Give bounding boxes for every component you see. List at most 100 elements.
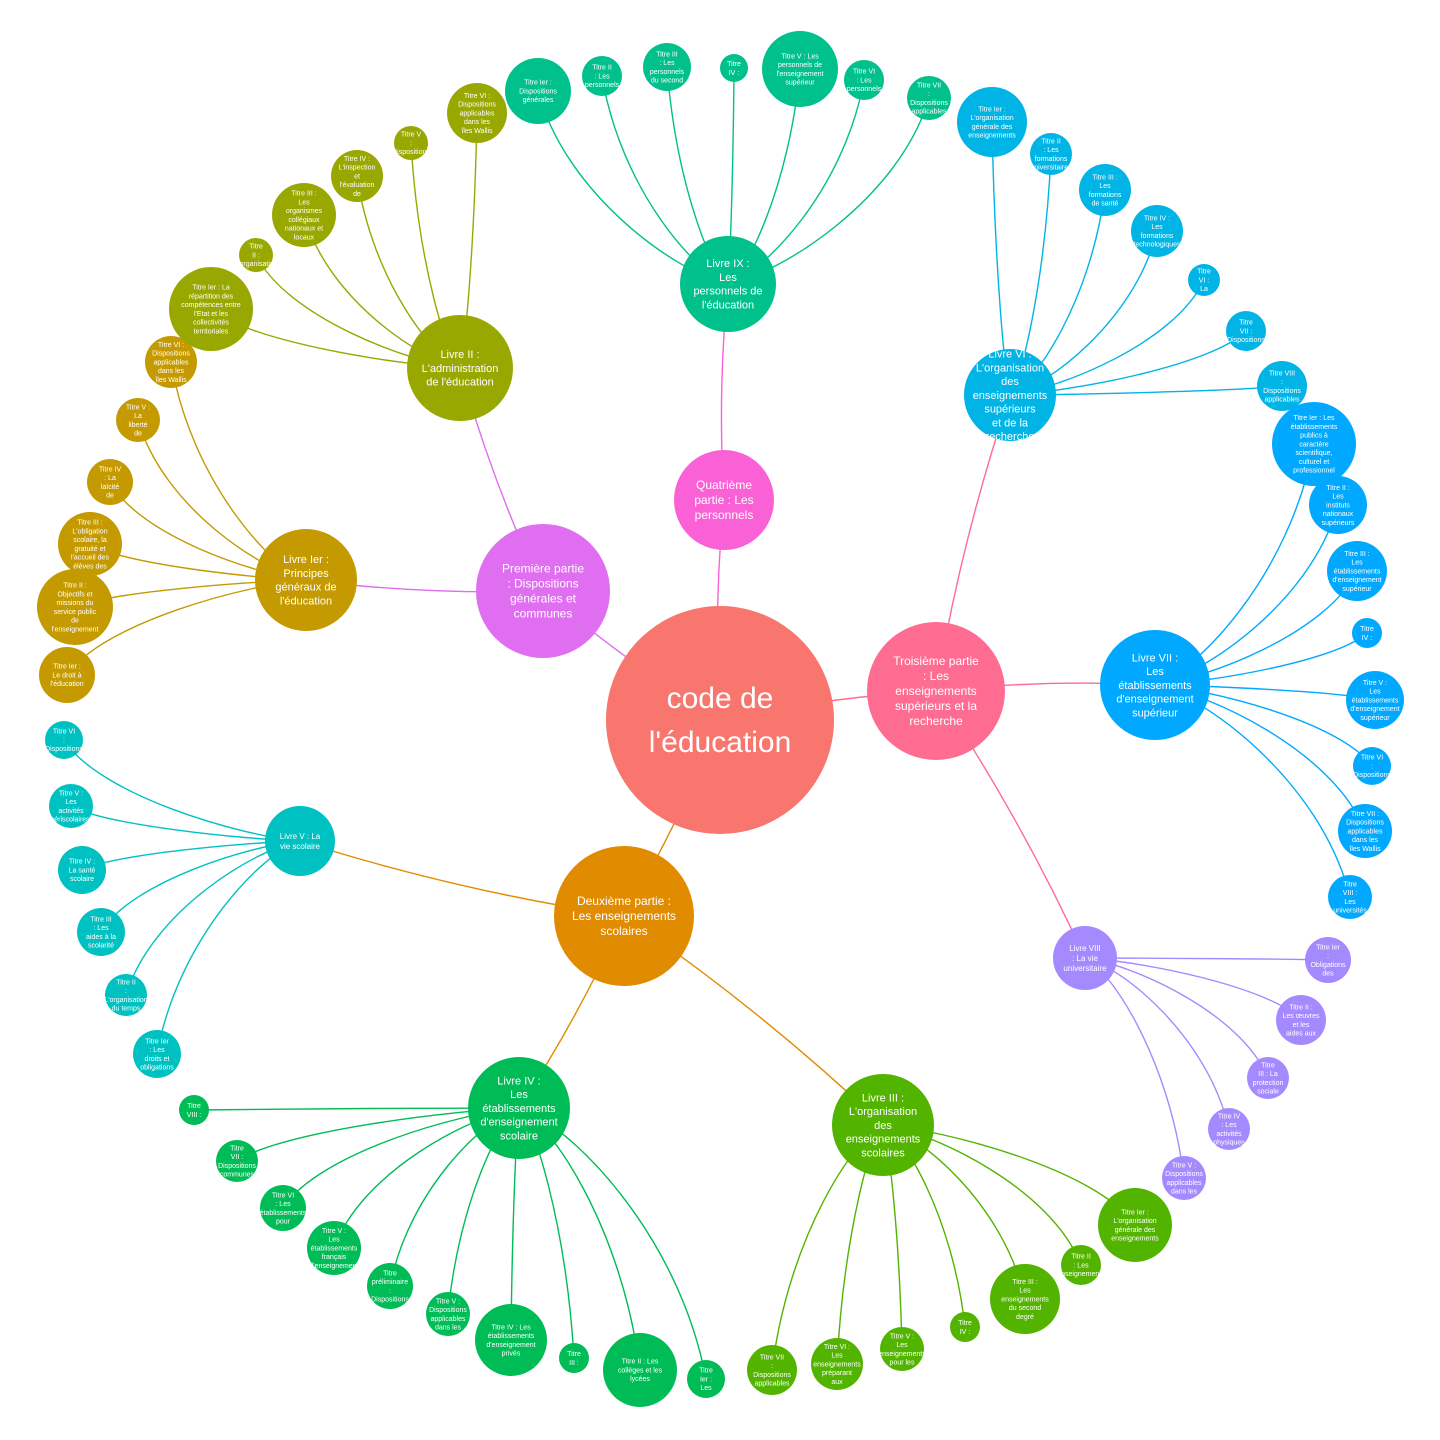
title-label: Titre VI : Dispositions applicables dans le… <box>458 93 496 135</box>
title-label: Titre IV : Les établissements d'enseigneme… <box>486 1324 535 1357</box>
title-label: Titre VI : Dispositions applicables dans le… <box>152 342 190 384</box>
title-node <box>1338 804 1392 858</box>
title-node <box>1188 264 1220 296</box>
title-label: Titre V : Les établissements français d'ense… <box>309 1228 358 1270</box>
title-node <box>169 267 253 351</box>
title-label: Titre III: Les personnels du second <box>650 51 685 84</box>
title-label: Titre Ier : Les <box>699 1368 713 1393</box>
book-node <box>832 1074 934 1176</box>
title-label: Titre IV: La laïcité de <box>99 466 122 499</box>
title-label: Titre II: Les formations universitaires <box>1030 138 1072 171</box>
title-label: Titre IV: Les activités physiques <box>1213 1113 1245 1146</box>
title-label: Titre V : La liberté de <box>126 404 150 437</box>
title-label: Titre VI: Les personnels <box>847 69 882 94</box>
title-label: Titre V : Les établissements d'enseignement… <box>1350 680 1399 722</box>
title-label: Titre II: L'organisation du temps <box>104 979 147 1012</box>
edge-book-to-title <box>1084 957 1329 961</box>
title-node <box>811 1338 863 1390</box>
title-label: Titre VI: Dispositions <box>1353 755 1391 780</box>
title-node <box>179 1095 209 1125</box>
title-node <box>447 83 507 143</box>
edge-book-to-title <box>63 739 301 842</box>
title-node <box>1327 541 1387 601</box>
title-label: Titre Ier : L'organisation générale des ens… <box>1111 1209 1159 1242</box>
title-label: Titre III : <box>567 1351 581 1367</box>
title-node <box>272 183 336 247</box>
book-node <box>680 236 776 332</box>
book-node <box>265 806 335 876</box>
book-label: Livre Ier : Principes généraux de l'éducati… <box>275 554 336 607</box>
part-label: Troisième partie: Les enseignements supéri… <box>893 654 979 728</box>
title-node <box>1352 618 1382 648</box>
title-label: Titre III : Les établissements d'enseigneme… <box>1332 551 1381 593</box>
book-label: Livre VIII: La vie universitaire <box>1063 944 1107 973</box>
title-node <box>990 1264 1060 1334</box>
title-node <box>260 1185 306 1231</box>
title-node <box>1208 1108 1250 1150</box>
title-label: Titre V : Les enseignements pour les <box>878 1333 926 1366</box>
title-node <box>331 150 383 202</box>
title-node <box>844 60 884 100</box>
title-node <box>77 908 125 956</box>
part-label: Première partie: Dispositions générales e… <box>502 562 584 621</box>
title-node <box>1030 133 1072 175</box>
title-label: Titre IV : <box>958 1320 972 1336</box>
title-label: Titre VIII : Les universités <box>1333 881 1367 914</box>
title-label: Titre VIII: Dispositions applicables <box>1263 370 1301 403</box>
title-label: Titre Ier : Dispositions générales <box>519 80 557 105</box>
title-node <box>1346 671 1404 729</box>
title-label: Titre IV : <box>1360 626 1374 642</box>
title-label: Titre VII : Dispositions <box>1227 320 1265 345</box>
part-label: Quatrième partie : Les personnels <box>694 478 753 522</box>
title-node <box>394 126 428 160</box>
book-label: Livre IV : Les établissements d'enseignemen… <box>480 1075 557 1142</box>
title-node <box>116 398 160 442</box>
part-node <box>674 450 774 550</box>
root-node <box>606 606 834 834</box>
part-label: Deuxième partie : Les enseignements scolai… <box>572 894 676 938</box>
title-node <box>1272 402 1356 486</box>
title-label: Titre VI : Les enseignements préparant aux <box>813 1344 861 1386</box>
book-label: Livre VI : L'organisation des enseignements… <box>973 349 1048 444</box>
title-label: Titre VI: Les établissements pour <box>260 1192 307 1225</box>
title-label: Titre Ier : Le droit à l'éducation <box>50 664 83 689</box>
title-label: Titre VIII : <box>187 1103 201 1119</box>
book-node <box>407 315 513 421</box>
book-node <box>1100 630 1210 740</box>
title-label: Titre II : Les collèges et les lycées <box>618 1359 663 1384</box>
book-label: Livre IX : Les personnels de l'éducation <box>693 258 762 311</box>
title-node <box>1226 311 1266 351</box>
title-label: Titre préliminaire: Dispositions <box>371 1270 409 1303</box>
title-node <box>687 1360 725 1398</box>
title-label: Titre VII: Dispositions applicables <box>910 82 948 115</box>
edge-book-to-title <box>1084 957 1302 1021</box>
title-node <box>1079 164 1131 216</box>
part-node <box>867 622 1005 760</box>
book-label: Livre V : La vie scolaire <box>280 832 321 851</box>
part-node <box>476 524 610 658</box>
title-label: Titre IV : Les formations technologiques <box>1133 215 1181 248</box>
title-label: Titre II : L'organisation <box>234 244 277 269</box>
title-node <box>559 1343 589 1373</box>
title-label: Titre III : Les formations de santé <box>1089 174 1122 207</box>
title-node <box>1328 875 1372 919</box>
title-node <box>475 1304 547 1376</box>
book-node <box>255 529 357 631</box>
title-label: Titre II : Objectifs et missions du service… <box>52 583 99 634</box>
title-label: Titre III : Les enseignements du second degr… <box>1001 1279 1049 1321</box>
title-label: Titre Ier: Obligations des <box>1310 944 1346 977</box>
title-node <box>58 512 122 576</box>
title-node <box>957 87 1027 157</box>
title-label: Titre II: Les enseignements <box>1057 1254 1105 1279</box>
title-label: Titre VII : Dispositions applicables dans l… <box>1346 811 1384 853</box>
title-label: Titre III : L'obligation scolaire, la gratu… <box>71 520 109 571</box>
title-label: Titre II : Les œuvres et les aides aux <box>1283 1004 1320 1037</box>
title-label: Titre VI : La <box>1197 269 1211 294</box>
title-label: Titre Ier : La répartition des compétences… <box>181 285 241 336</box>
title-node <box>1162 1156 1206 1200</box>
title-node <box>762 31 838 107</box>
title-node <box>133 1030 181 1078</box>
title-node <box>747 1345 797 1395</box>
title-label: Titre V : Les activités périscolaires, <box>50 790 91 823</box>
edge-book-to-title <box>1084 957 1269 1079</box>
